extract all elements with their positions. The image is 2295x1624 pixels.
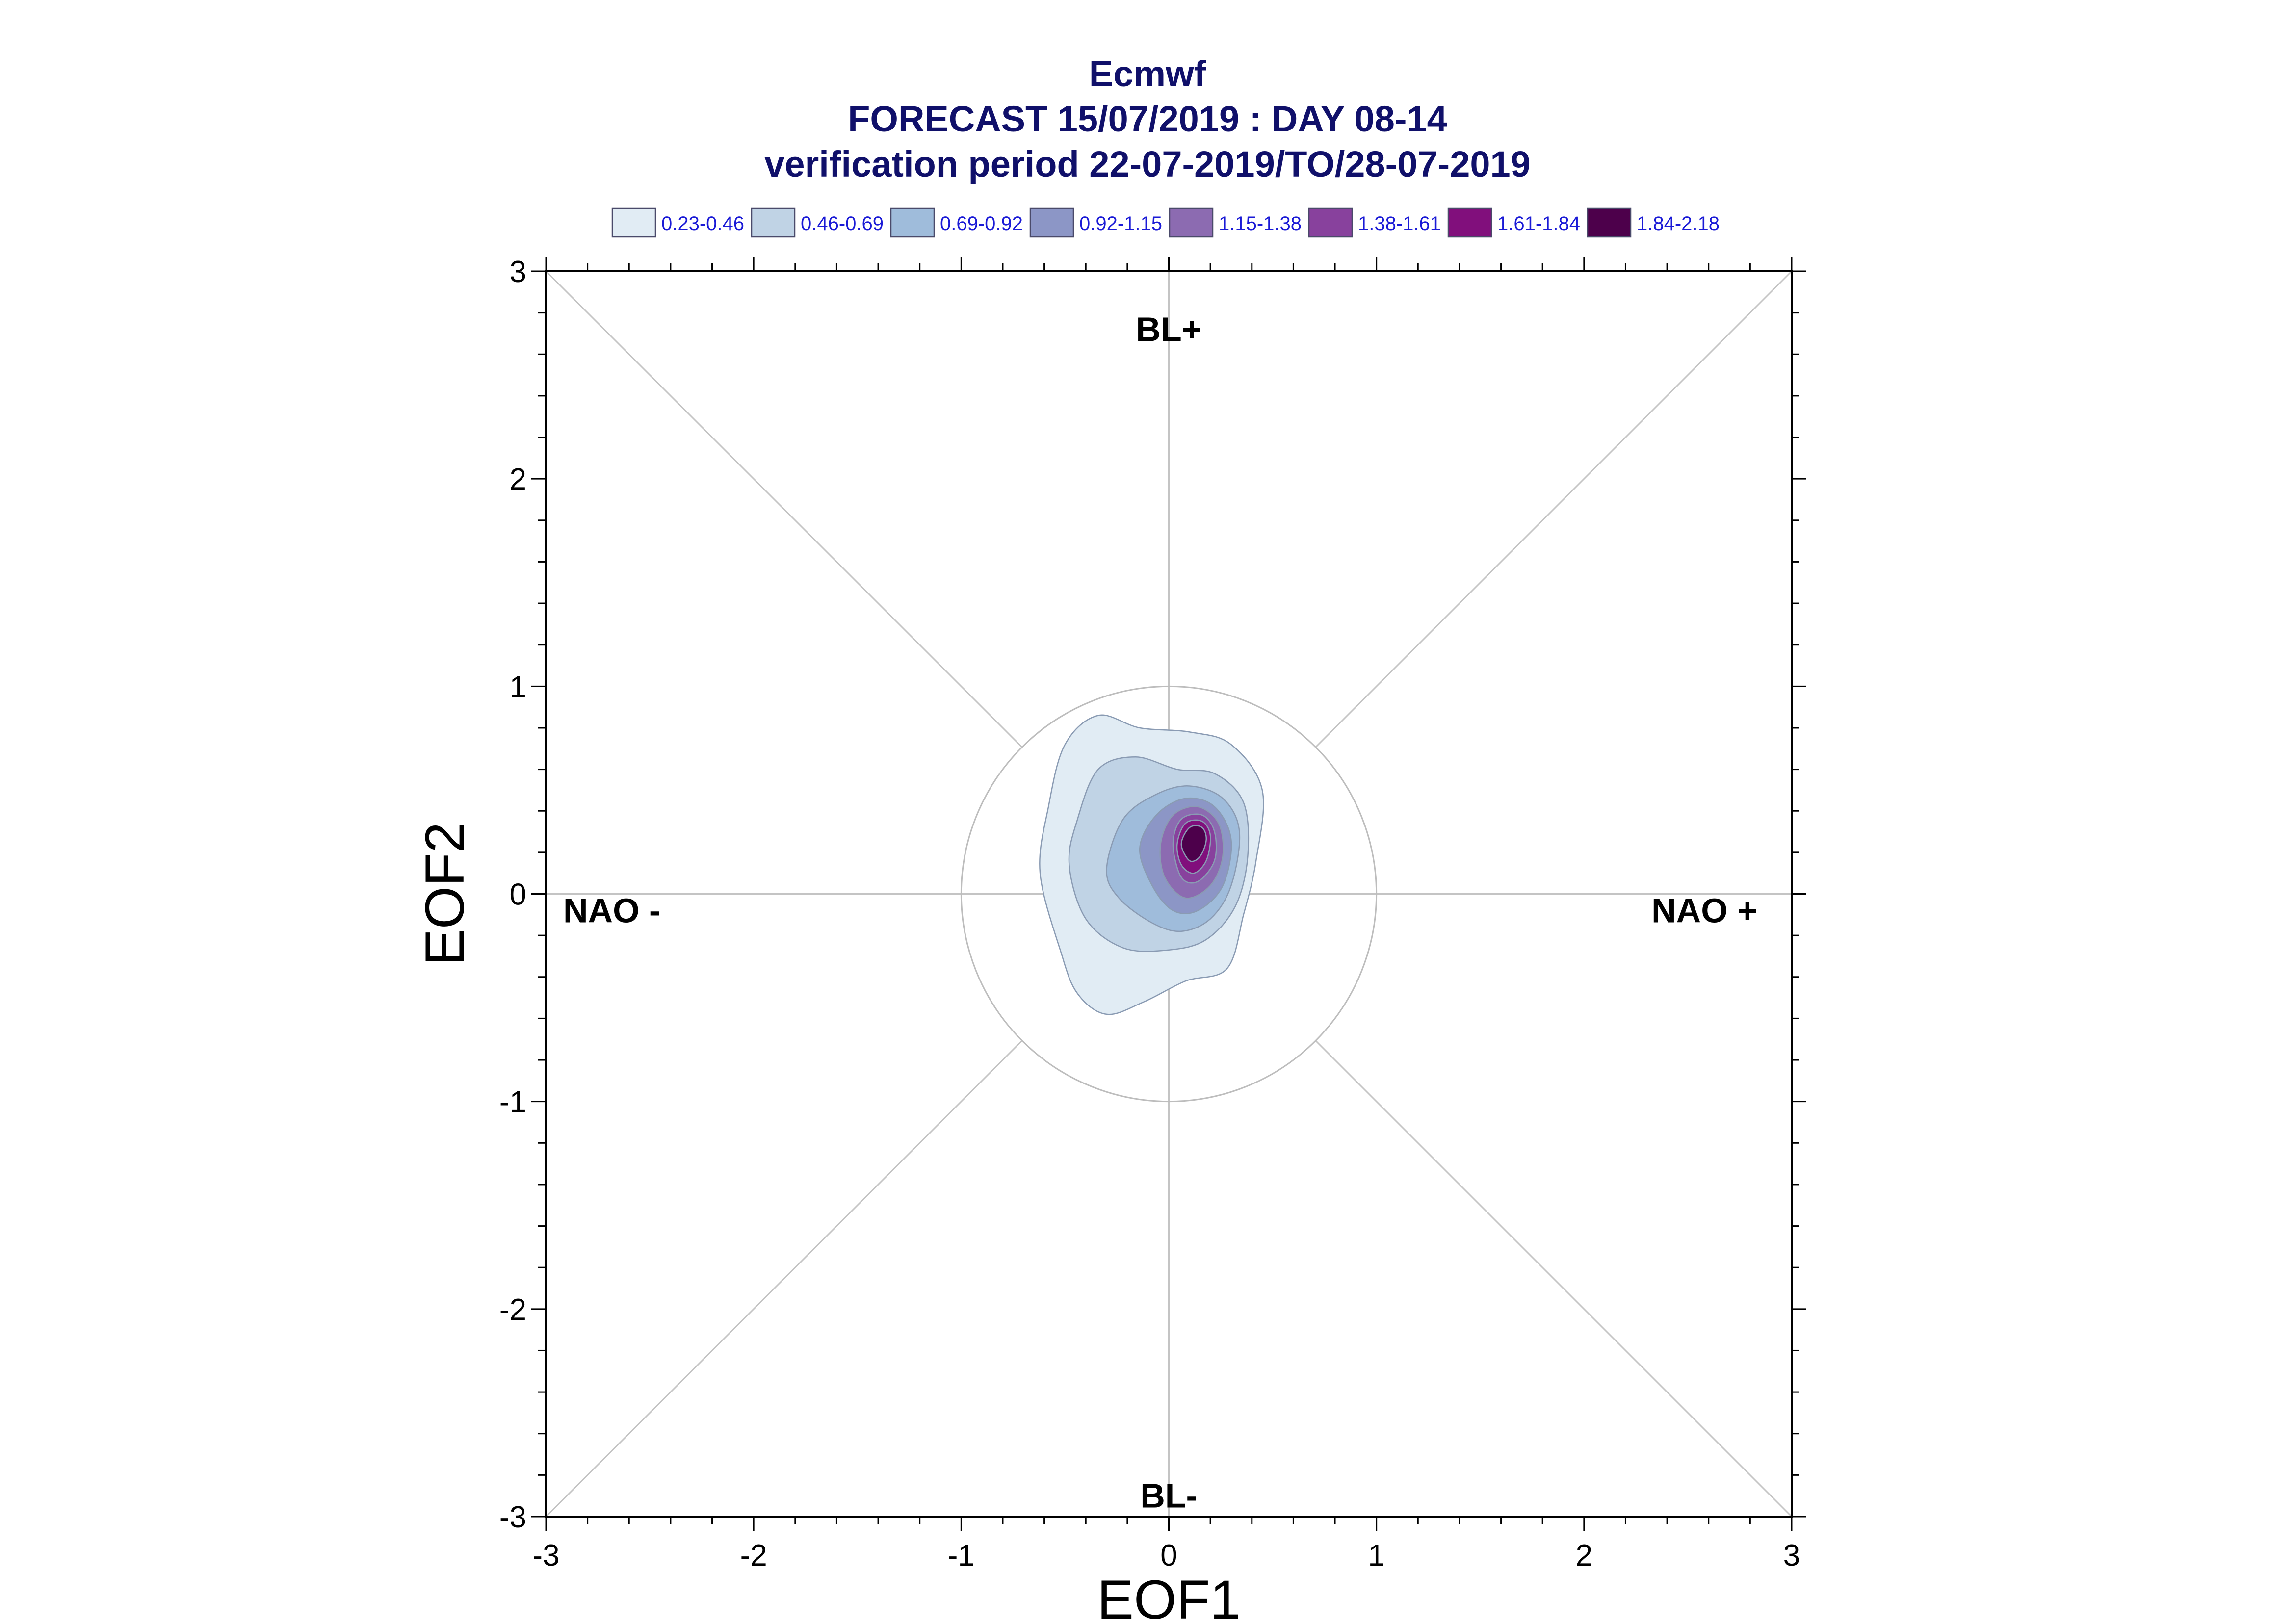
regime-label: BL- xyxy=(1140,1477,1198,1515)
legend-label: 1.38-1.61 xyxy=(1358,213,1441,234)
x-tick-label: -1 xyxy=(948,1539,975,1572)
legend-swatch xyxy=(1169,207,1214,238)
reference-circle xyxy=(960,685,1378,1103)
y-tick-label: 0 xyxy=(510,878,526,912)
legend-swatch xyxy=(1308,207,1353,238)
regime-label: NAO + xyxy=(1651,891,1757,929)
diagonal-guide-line xyxy=(545,270,1023,748)
x-tick-label: 0 xyxy=(1160,1539,1177,1572)
x-tick-label: 1 xyxy=(1368,1539,1384,1572)
y-tick-label: -2 xyxy=(499,1293,526,1327)
diagonal-guide-line xyxy=(1315,1040,1793,1518)
legend-label: 0.23-0.46 xyxy=(661,213,744,234)
legend: 0.23-0.46 0.46-0.69 0.69-0.92 0.92-1.15 1.15… xyxy=(611,207,1720,238)
chart-title: Ecmwf FORECAST 15/07/2019 : DAY 08-14 ve… xyxy=(0,52,2295,187)
legend-swatch xyxy=(1029,207,1074,238)
legend-swatch xyxy=(751,207,796,238)
regime-label: NAO - xyxy=(563,891,660,929)
legend-label: 0.69-0.92 xyxy=(940,213,1023,234)
legend-label: 0.46-0.69 xyxy=(801,213,884,234)
chart-title-line-2: FORECAST 15/07/2019 : DAY 08-14 xyxy=(848,99,1447,139)
chart-title-line-3: verification period 22-07-2019/TO/28-07-… xyxy=(764,144,1531,184)
legend-swatch xyxy=(1447,207,1492,238)
plot-area: -3 -2 -1 0 1 2 3 -3 -2 -1 0 1 2 3 EOF1 EOF2 BL+ BL- NAO - N… xyxy=(414,255,1806,1624)
legend-label: 1.15-1.38 xyxy=(1219,213,1302,234)
x-tick-label: -3 xyxy=(532,1539,559,1572)
x-tick-label: 3 xyxy=(1783,1539,1800,1572)
x-axis-label: EOF1 xyxy=(1097,1569,1241,1624)
y-tick-label: -3 xyxy=(499,1500,526,1534)
legend-swatch xyxy=(890,207,935,238)
legend-label: 1.61-1.84 xyxy=(1497,213,1580,234)
y-tick-label: -1 xyxy=(499,1085,526,1119)
chart-title-line-1: Ecmwf xyxy=(1089,53,1206,94)
legend-swatch xyxy=(1587,207,1632,238)
y-tick-label: 1 xyxy=(510,670,526,704)
legend-swatch xyxy=(611,207,656,238)
diagonal-guide-line xyxy=(1315,270,1793,748)
y-tick-label: 3 xyxy=(510,255,526,289)
density-contour xyxy=(1180,825,1207,862)
legend-label: 0.92-1.15 xyxy=(1079,213,1162,234)
regime-label: BL+ xyxy=(1136,310,1201,348)
legend-label: 1.84-2.18 xyxy=(1637,213,1720,234)
diagonal-guide-line xyxy=(545,1040,1023,1518)
y-axis-label: EOF2 xyxy=(414,822,475,966)
x-tick-label: -2 xyxy=(740,1539,767,1572)
x-tick-label: 2 xyxy=(1576,1539,1592,1572)
y-tick-label: 2 xyxy=(510,463,526,496)
